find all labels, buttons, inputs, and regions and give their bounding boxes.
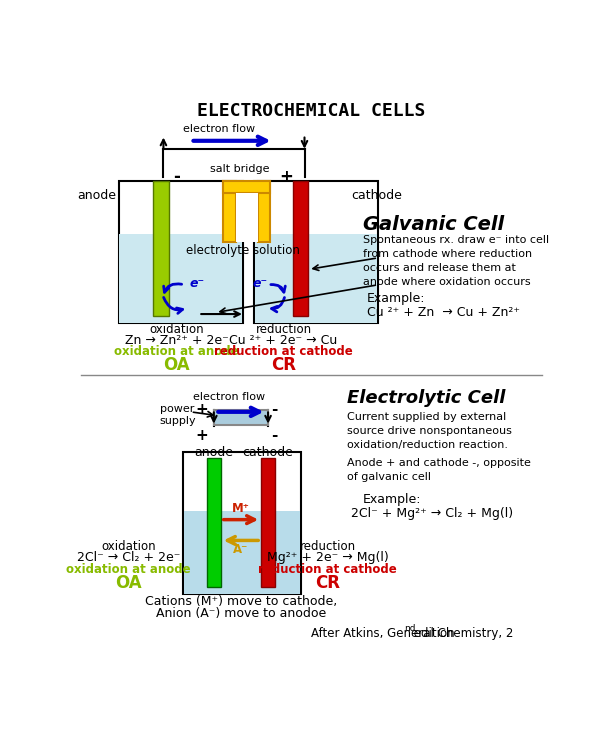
Text: e⁻: e⁻	[253, 277, 268, 290]
Text: M⁺: M⁺	[232, 502, 250, 515]
Text: oxidation: oxidation	[101, 540, 156, 553]
Text: CR: CR	[271, 357, 296, 374]
Bar	[183, 452, 300, 594]
Bar	[154, 181, 169, 315]
Bar	[293, 181, 308, 315]
Text: A⁻: A⁻	[233, 542, 249, 556]
Text: reduction at cathode: reduction at cathode	[214, 345, 353, 358]
Text: oxidation: oxidation	[149, 324, 204, 336]
Text: electron flow: electron flow	[183, 125, 256, 134]
Text: reduction: reduction	[256, 324, 311, 336]
Text: e⁻: e⁻	[190, 277, 205, 290]
Text: Anode + and cathode -, opposite
of galvanic cell: Anode + and cathode -, opposite of galva…	[347, 458, 531, 482]
Bar	[255, 234, 378, 323]
Text: electron flow: electron flow	[193, 392, 265, 402]
Bar	[119, 234, 242, 323]
Text: Anion (A⁻) move to anodoe: Anion (A⁻) move to anodoe	[156, 607, 326, 620]
Text: oxidation at anode: oxidation at anode	[114, 345, 239, 358]
Text: Galvanic Cell: Galvanic Cell	[362, 215, 504, 234]
Bar	[236, 193, 258, 242]
Text: oxidation at anode: oxidation at anode	[66, 563, 191, 576]
Text: Current supplied by external
source drive nonspontaneous
oxidation/reduction rea: Current supplied by external source driv…	[347, 412, 512, 450]
Text: Example:: Example:	[362, 493, 421, 506]
Text: OA: OA	[163, 357, 190, 374]
Text: Zn → Zn²⁺ + 2e⁻: Zn → Zn²⁺ + 2e⁻	[125, 334, 228, 347]
Text: 2Cl⁻ → Cl₂ + 2e⁻: 2Cl⁻ → Cl₂ + 2e⁻	[77, 551, 180, 565]
Text: OA: OA	[115, 574, 142, 593]
Text: 2Cl⁻ + Mg²⁺ → Cl₂ + Mg(l): 2Cl⁻ + Mg²⁺ → Cl₂ + Mg(l)	[351, 506, 513, 520]
Bar	[183, 511, 300, 593]
Text: ELECTROCHEMICAL CELLS: ELECTROCHEMICAL CELLS	[197, 102, 425, 120]
Text: Cu ²⁺ + Zn  → Cu + Zn²⁺: Cu ²⁺ + Zn → Cu + Zn²⁺	[367, 307, 520, 319]
Text: After Atkins, General Chemistry, 2: After Atkins, General Chemistry, 2	[311, 627, 513, 640]
Text: -: -	[271, 402, 277, 417]
Text: salt bridge: salt bridge	[211, 164, 270, 174]
Bar	[258, 181, 270, 242]
Text: electrolyte solution: electrolyte solution	[186, 244, 299, 257]
Bar	[118, 181, 243, 324]
Text: -: -	[173, 168, 180, 186]
Text: +: +	[280, 168, 294, 186]
Text: cathode: cathode	[243, 447, 294, 459]
Text: +: +	[195, 428, 208, 444]
Text: nd: nd	[404, 624, 415, 632]
Text: +: +	[195, 402, 208, 417]
Text: Spontaneous rx. draw e⁻ into cell
from cathode where reduction
occurs and releas: Spontaneous rx. draw e⁻ into cell from c…	[362, 235, 549, 287]
Text: reduction: reduction	[300, 540, 356, 553]
Bar	[261, 458, 275, 587]
Text: edition: edition	[410, 627, 455, 640]
Text: cathode: cathode	[351, 189, 402, 201]
Text: CR: CR	[315, 574, 341, 593]
Bar	[223, 181, 236, 242]
Bar	[207, 458, 221, 587]
Text: Cu ²⁺ + 2e⁻ → Cu: Cu ²⁺ + 2e⁻ → Cu	[229, 334, 337, 347]
Text: Electrolytic Cell: Electrolytic Cell	[347, 388, 506, 407]
Text: Mg²⁺ + 2e⁻ → Mg(l): Mg²⁺ + 2e⁻ → Mg(l)	[267, 551, 388, 565]
Bar	[254, 181, 378, 324]
Bar	[223, 181, 270, 193]
Text: Example:: Example:	[367, 293, 425, 306]
Text: power
supply: power supply	[160, 404, 196, 426]
Text: reduction at cathode: reduction at cathode	[259, 563, 397, 576]
Text: anode: anode	[77, 189, 116, 201]
Text: -: -	[271, 428, 277, 444]
Text: anode: anode	[194, 447, 233, 459]
Text: Cations (M⁺) move to cathode,: Cations (M⁺) move to cathode,	[145, 595, 337, 608]
Bar	[214, 410, 268, 425]
